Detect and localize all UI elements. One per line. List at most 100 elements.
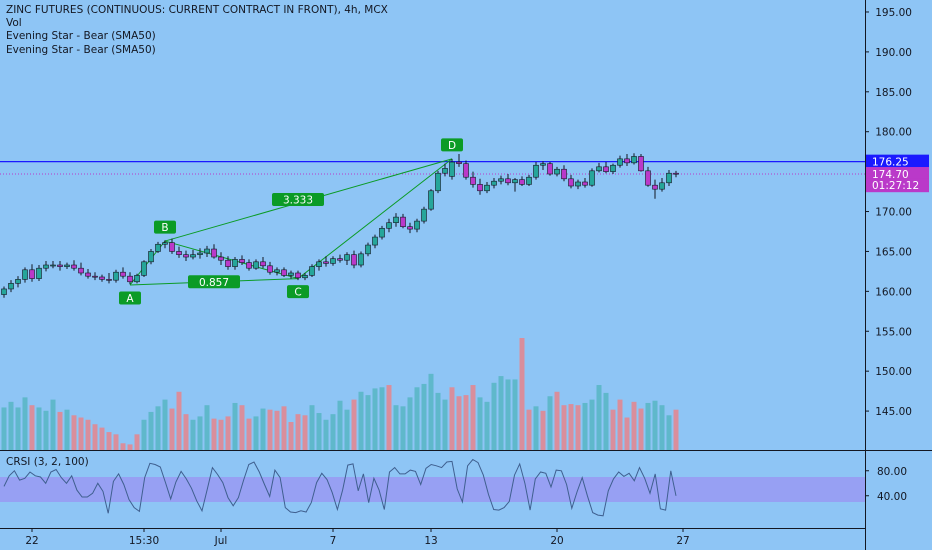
price-label-box-0 (866, 154, 929, 169)
volume-bar (281, 406, 287, 450)
candle-body (274, 269, 280, 273)
candle-body (470, 176, 476, 185)
volume-bar (386, 385, 392, 450)
candle-body (358, 253, 364, 266)
candle-body (225, 259, 231, 267)
candle-body (85, 272, 91, 277)
volume-bar (610, 409, 616, 450)
candle-body (372, 236, 378, 246)
candle-body (421, 208, 427, 222)
candle-body (92, 275, 98, 278)
volume-bar (449, 387, 455, 450)
volume-bar (155, 406, 161, 450)
candle-body (57, 264, 63, 267)
price-label-box-2 (866, 178, 929, 193)
volume-bar (183, 414, 189, 450)
volume-bar (659, 405, 665, 450)
x-tick-label: 27 (676, 535, 689, 547)
volume-bar (603, 392, 609, 450)
candle-body (484, 184, 490, 192)
volume-bar (323, 419, 329, 450)
y-tick-label: 180.00 (875, 127, 912, 139)
candle-body (8, 283, 14, 290)
point-label-b-box (154, 220, 176, 234)
volume-bar (162, 399, 168, 450)
volume-bar (274, 410, 280, 450)
volume-bar (134, 434, 140, 450)
candle-body (435, 172, 441, 192)
candle-body (197, 252, 203, 255)
volume-bar (498, 376, 504, 450)
volume-bar (1, 407, 7, 450)
candle-body (386, 222, 392, 229)
candle-body (631, 156, 637, 164)
candle-body (176, 251, 182, 255)
candle-body (379, 227, 385, 238)
volume-bars (1, 338, 679, 450)
volume-bar (631, 401, 637, 450)
volume-bar (8, 401, 14, 450)
candle-body (505, 178, 511, 184)
volume-bar (50, 399, 56, 450)
point-label-d: D (448, 140, 456, 152)
candle-body (120, 271, 126, 277)
candle-body (99, 276, 105, 280)
volume-bar (519, 338, 525, 450)
volume-bar (491, 382, 497, 450)
candle-body (610, 164, 616, 172)
volume-bar (470, 385, 476, 450)
ratio-label-0: 3.333 (283, 195, 313, 207)
candle-body (659, 182, 665, 190)
volume-bar (57, 411, 63, 450)
volume-bar (575, 405, 581, 450)
y-tick-label: 145.00 (875, 406, 912, 418)
volume-bar (316, 413, 322, 450)
candle-body (407, 226, 413, 230)
candle-body (603, 166, 609, 172)
volume-bar (204, 405, 210, 450)
volume-bar (344, 409, 350, 450)
candle-body (15, 279, 21, 284)
volume-bar (645, 402, 651, 450)
volume-bar (43, 410, 49, 450)
candle-body (351, 254, 357, 266)
chart-legend: ZINC FUTURES (CONTINUOUS: CURRENT CONTRA… (6, 4, 388, 57)
volume-bar (141, 419, 147, 450)
volume-bar (414, 387, 420, 450)
volume-bar (211, 418, 217, 450)
candle-body (190, 254, 196, 258)
volume-bar (239, 405, 245, 450)
candle-body (624, 158, 630, 164)
volume-bar (288, 422, 294, 450)
candle-body (288, 272, 294, 276)
volume-bar (484, 401, 490, 450)
candle-body (456, 161, 462, 164)
candle-body (218, 256, 224, 261)
volume-bar (176, 391, 182, 450)
volume-bar (15, 407, 21, 450)
volume-bar (78, 417, 84, 450)
x-tick-label: 7 (330, 535, 337, 547)
y-tick-label: 195.00 (875, 7, 912, 19)
volume-bar (512, 379, 518, 450)
candle-body (561, 168, 567, 180)
x-ticks[interactable]: 22 15:30 Jul 7 13 20 27 (25, 528, 690, 547)
candle-body (491, 180, 497, 186)
y-tick-label: 155.00 (875, 326, 912, 338)
volume-bar (638, 408, 644, 450)
legend-evening-star-2: Evening Star - Bear (SMA50) (6, 43, 156, 56)
candle-body (540, 163, 546, 166)
volume-bar (267, 409, 273, 450)
candle-body (302, 275, 308, 279)
volume-bar (190, 419, 196, 450)
crsi-tick-label: 40.00 (877, 491, 907, 503)
volume-bar (666, 415, 672, 450)
candle-body (428, 190, 434, 210)
volume-bar (197, 416, 203, 450)
candle-body (162, 242, 168, 245)
candle-body (519, 179, 525, 185)
candle-body (169, 242, 175, 252)
volume-bar (365, 395, 371, 450)
point-label-a-box (119, 291, 141, 305)
